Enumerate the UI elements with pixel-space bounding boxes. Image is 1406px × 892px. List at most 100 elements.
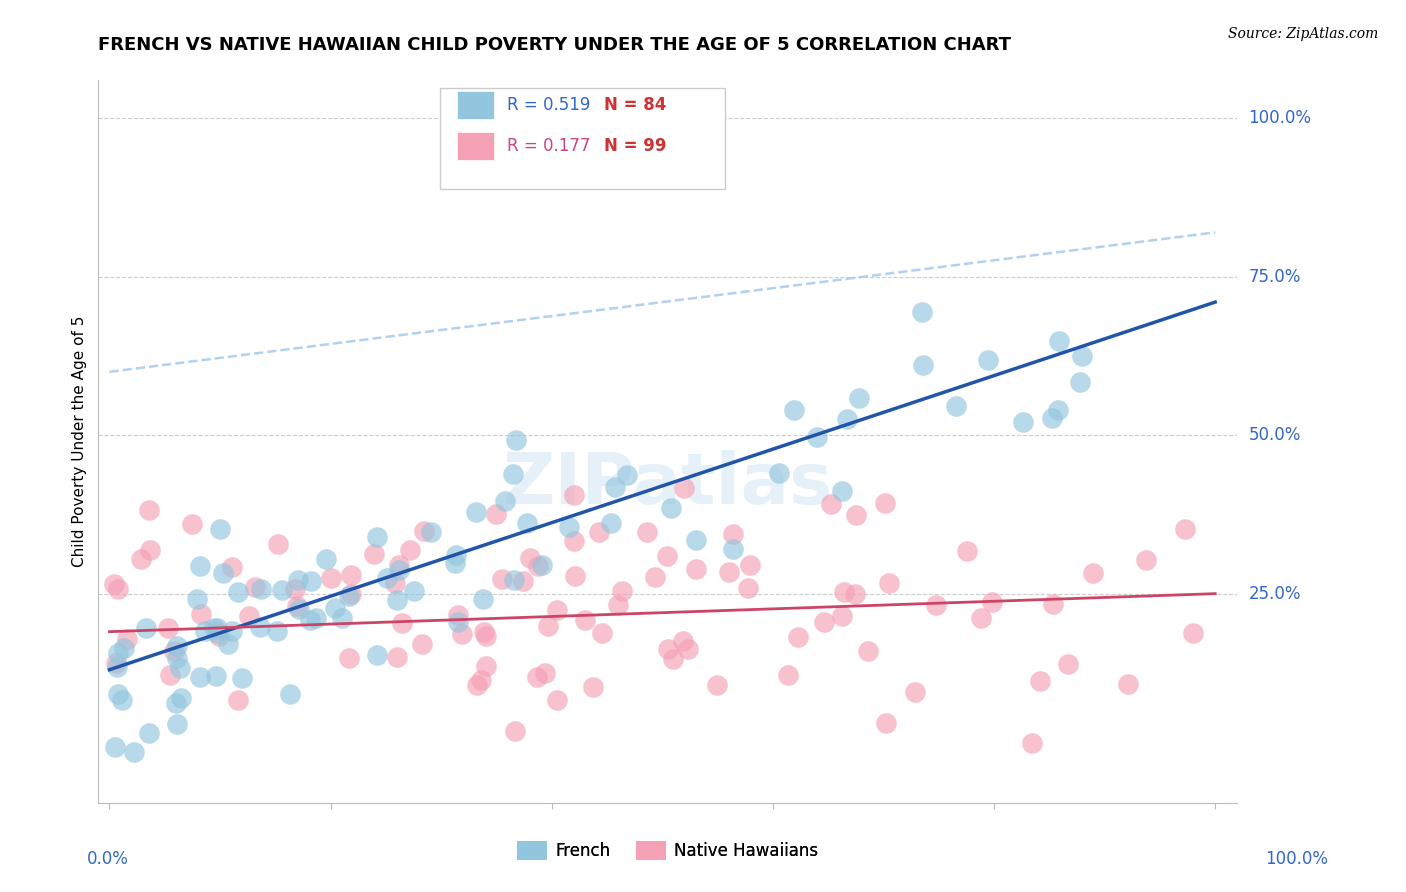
Point [911, 305, 934, 319]
Point [165, 696, 187, 710]
Point [1135, 553, 1157, 567]
Point [212, 566, 235, 581]
FancyBboxPatch shape [457, 132, 494, 160]
Point [526, 670, 548, 684]
Point [1047, 334, 1070, 348]
Point [451, 627, 474, 641]
Point [1040, 411, 1063, 425]
Point [672, 481, 695, 495]
Point [503, 723, 526, 738]
Point [672, 634, 695, 648]
Text: 75.0%: 75.0% [1249, 268, 1301, 285]
Point [655, 549, 678, 564]
Point [122, 745, 145, 759]
Point [685, 562, 707, 576]
Point [1069, 375, 1091, 389]
Point [588, 525, 610, 540]
Point [337, 650, 360, 665]
Point [363, 547, 385, 561]
Point [157, 621, 180, 635]
Point [1028, 673, 1050, 688]
Point [574, 613, 596, 627]
Point [904, 685, 927, 699]
Point [977, 352, 1000, 367]
Point [879, 575, 901, 590]
Text: N = 84: N = 84 [605, 95, 666, 114]
Point [399, 543, 422, 558]
Point [385, 593, 408, 607]
Point [319, 571, 342, 585]
Point [105, 659, 128, 673]
Point [217, 637, 239, 651]
Legend: French, Native Hawaiians: French, Native Hawaiians [510, 834, 825, 867]
FancyBboxPatch shape [440, 87, 725, 189]
Point [783, 403, 806, 417]
Point [925, 598, 948, 612]
Point [721, 527, 744, 541]
Point [644, 570, 666, 584]
Text: R = 0.519: R = 0.519 [508, 95, 591, 114]
Point [166, 651, 188, 665]
Point [558, 520, 581, 534]
Point [848, 391, 870, 405]
Point [1116, 677, 1139, 691]
Point [447, 615, 470, 630]
Point [1081, 566, 1104, 581]
Point [956, 544, 979, 558]
Point [444, 556, 467, 570]
Point [472, 625, 495, 640]
Point [117, 632, 139, 646]
Text: FRENCH VS NATIVE HAWAIIAN CHILD POVERTY UNDER THE AGE OF 5 CORRELATION CHART: FRENCH VS NATIVE HAWAIIAN CHILD POVERTY … [98, 36, 1011, 54]
Point [491, 572, 513, 586]
Point [315, 551, 337, 566]
Point [837, 412, 859, 426]
Point [676, 642, 699, 657]
Point [288, 602, 311, 616]
Point [1047, 403, 1070, 417]
Point [226, 584, 249, 599]
Point [271, 583, 294, 598]
Point [129, 552, 152, 566]
Point [221, 559, 243, 574]
Text: Source: ZipAtlas.com: Source: ZipAtlas.com [1227, 27, 1378, 41]
Point [166, 640, 188, 654]
Point [737, 582, 759, 596]
Point [231, 671, 253, 685]
Point [266, 624, 288, 639]
Point [285, 599, 308, 614]
Point [464, 505, 486, 519]
Point [138, 503, 160, 517]
Point [1181, 625, 1204, 640]
Point [202, 621, 225, 635]
Point [485, 507, 508, 521]
Point [238, 609, 260, 624]
Point [166, 717, 188, 731]
Point [813, 615, 835, 629]
Point [546, 603, 568, 617]
Point [912, 358, 935, 372]
Point [169, 661, 191, 675]
Y-axis label: Child Poverty Under the Age of 5: Child Poverty Under the Age of 5 [72, 316, 87, 567]
Point [447, 607, 470, 622]
Point [981, 595, 1004, 609]
Point [188, 670, 211, 684]
Point [411, 637, 433, 651]
Point [194, 624, 217, 638]
Point [546, 693, 568, 707]
Point [831, 484, 853, 499]
Text: ZIPatlas: ZIPatlas [503, 450, 832, 519]
Point [180, 516, 202, 531]
Point [188, 558, 211, 573]
Point [806, 430, 828, 444]
Point [107, 646, 129, 660]
Point [470, 673, 492, 688]
Point [111, 693, 134, 707]
Point [875, 716, 897, 731]
Point [226, 692, 249, 706]
Point [564, 568, 586, 582]
Point [834, 585, 856, 599]
Point [391, 616, 413, 631]
Point [221, 624, 243, 638]
Point [107, 582, 129, 597]
Point [299, 613, 322, 627]
